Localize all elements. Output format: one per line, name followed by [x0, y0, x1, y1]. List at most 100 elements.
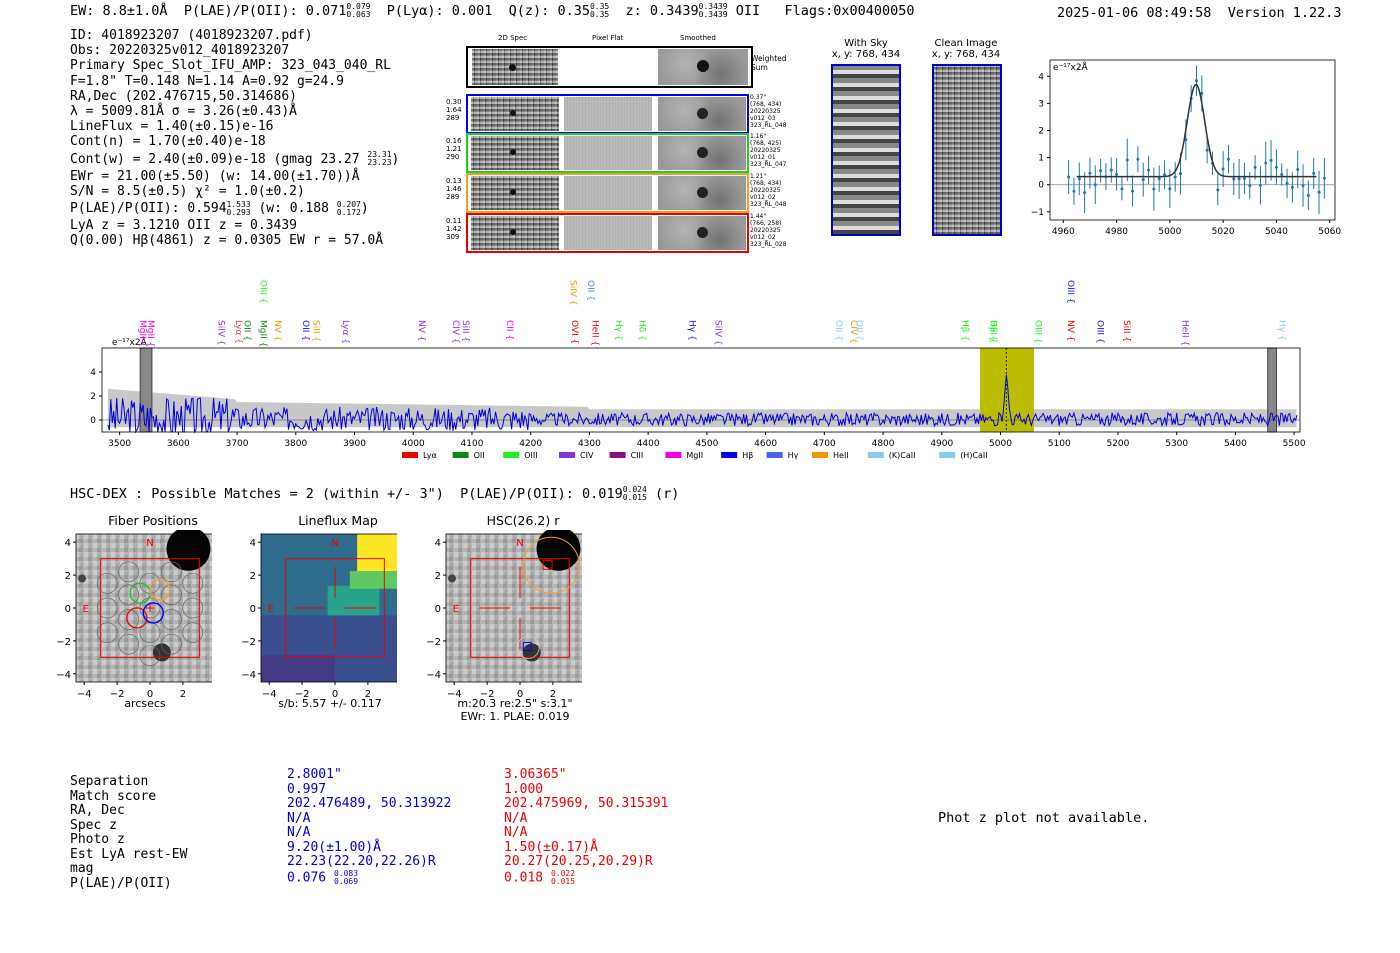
- cutout-spec-blob-2: [510, 189, 516, 195]
- fiber-red: [126, 607, 148, 629]
- map-title-1: Lineflux Map: [298, 513, 378, 528]
- cutout-r3-3: 20220325: [750, 227, 781, 234]
- info-plae-w: (w: 0.188: [258, 201, 329, 217]
- cutout-smooth-blob-2: [697, 187, 708, 198]
- spec-xtick-label: 3600: [167, 439, 190, 449]
- spectral-line-label: Lyα {: [233, 320, 243, 344]
- cutout-row-1: [466, 133, 749, 173]
- cutout-l1-0: 0.30: [446, 98, 462, 106]
- legend-swatch: [812, 452, 828, 458]
- spectrum-axes-frame: [101, 347, 1301, 433]
- spec-xtick-label: 4000: [402, 439, 425, 449]
- search-box: [285, 558, 385, 658]
- zoom-data-point: [1232, 177, 1236, 181]
- match-label-5: Est LyA rest-EW: [70, 846, 188, 862]
- cutout-smooth-blob-1: [697, 147, 708, 158]
- spectral-line-label: Hδ {: [636, 320, 646, 341]
- zoom-data-point: [1141, 178, 1145, 182]
- spec-ylabel: e⁻¹⁷x2Å: [112, 336, 148, 348]
- cutout-2dspec-1: [471, 136, 559, 170]
- match-col2-6: 20.27(20.25,20.29)R: [504, 854, 653, 869]
- match-label-4: Photo z: [70, 832, 125, 847]
- zoom-data-point: [1157, 177, 1161, 181]
- match-col2-2: 202.475969, 50.315391: [504, 796, 669, 811]
- match-ellipse-1: [516, 636, 540, 659]
- map-xlabel-0: arcsecs: [124, 697, 166, 710]
- info-plae-hi: 1.533: [226, 199, 251, 209]
- map-ytick-label: 4: [435, 538, 441, 549]
- match-ellipse-2: [522, 536, 580, 594]
- spectral-line-label: OII {: [854, 320, 864, 341]
- header-qz-hi: 0.35: [589, 2, 610, 11]
- spec-xtick-label: 5400: [1224, 439, 1247, 449]
- info-contw-lo: 23.23: [367, 158, 392, 168]
- map-xtick-label: 2: [550, 689, 556, 700]
- east-label: E: [453, 604, 459, 615]
- cutout-right-labels-1: 1.16" (768, 425) 20220325 v012_01 323_RL_047: [750, 133, 800, 168]
- header-plya: P(Lyα): 0.001: [386, 3, 493, 19]
- match-col2-plae-row: 0.018 0.022 0.015: [504, 869, 668, 886]
- cutout-r4-1: v012_01: [750, 154, 776, 161]
- photz-note: Phot z plot not available.: [938, 810, 1150, 826]
- legend-label: (H)CaII: [960, 451, 987, 460]
- spectral-line-label: NV {: [272, 320, 282, 341]
- cutout-row-2: [466, 173, 749, 213]
- match-col1-plae-range: 0.083 0.069: [334, 869, 358, 886]
- legend-swatch: [665, 452, 682, 458]
- spectral-line-label: OIII {: [1094, 320, 1104, 344]
- cutout-r2-2: (768, 434): [750, 180, 782, 187]
- info-q: Q(0.00) Hβ(4861) z = 0.0305 EW r = 57.0Å: [70, 233, 384, 249]
- info-contw: Cont(w) = 2.40(±0.09)e-18 (gmag 23.27: [70, 151, 360, 167]
- match-col1-5: 9.20(±1.00)Å: [287, 839, 381, 855]
- zoom-line-fit-plot: 4 3 2 1 0 −1 4960 4980 5000 5020 5040 5060 e⁻¹⁷x2Å: [1031, 59, 1341, 235]
- legend-label: CIII: [631, 451, 644, 460]
- zoom-xtick-label: 4960: [1052, 227, 1075, 235]
- spectral-line-label: HeII {: [589, 320, 599, 346]
- spec-xtick-label: 4400: [637, 439, 660, 449]
- info-ewr: EWr = 21.00(±5.50) (w: 14.00(±1.70))Å: [70, 168, 360, 184]
- center-crosshair: [293, 566, 377, 650]
- info-plae-row: P(LAE)/P(OII): 0.5941.533 0.293 (w: 0.188…: [70, 199, 369, 217]
- match-col1-6: 22.23(22.20,22.26)R: [287, 854, 436, 869]
- cutout-l1-2: 0.13: [446, 177, 462, 185]
- map-xlabel-1: s/b: 5.57 +/- 0.117: [278, 697, 382, 710]
- zoom-axes-frame: [1049, 59, 1336, 221]
- zoom-data-point: [1168, 187, 1172, 191]
- search-box: [470, 558, 570, 658]
- fiber-circle: [96, 572, 118, 594]
- legend-label: MgII: [686, 451, 703, 460]
- with-sky-image: [831, 64, 901, 236]
- match-col2-plae-lo: 0.015: [550, 876, 576, 886]
- zoom-data-point: [1194, 79, 1198, 83]
- header-z-line: OII: [735, 3, 761, 19]
- clean-xy: x, y: 768, 434: [931, 49, 1001, 60]
- zoom-data-point: [1290, 185, 1294, 189]
- map-xtick-label: 0: [147, 689, 153, 700]
- info-plae-w-lo: 0.172: [336, 207, 361, 217]
- map-xtick-label: −4: [447, 689, 462, 700]
- info-contw-row: Cont(w) = 2.40(±0.09)e-18 (gmag 23.27 23…: [70, 150, 400, 168]
- map-ytick-label: 2: [65, 571, 71, 582]
- info-contn: Cont(n) = 1.70(±0.40)e-18: [70, 134, 266, 150]
- spec-ytick-label: 4: [90, 368, 96, 378]
- spectral-line-label: OIII {: [1065, 280, 1075, 304]
- cutout-r1-1: 1.16": [750, 133, 767, 140]
- legend-swatch: [402, 452, 418, 458]
- hsc-dex-header: HSC-DEX : Possible Matches = 2 (within +…: [70, 486, 679, 503]
- spectral-line-label: OIII {: [258, 280, 268, 304]
- match-col1-2: 202.476489, 50.313922: [287, 796, 452, 811]
- zoom-data-point: [1296, 168, 1300, 172]
- cutout-pixelflat-3: [564, 216, 652, 250]
- header-plae-lo: 0.063: [346, 10, 371, 19]
- spec-xtick-label: 5200: [1106, 439, 1129, 449]
- info-plae-lo: 0.293: [226, 207, 251, 217]
- match-col1-plae: 0.076: [287, 870, 327, 885]
- with-sky-title: With Sky: [844, 38, 888, 49]
- version: Version 1.22.3: [1227, 5, 1342, 21]
- match-col2-4: N/A: [504, 825, 528, 840]
- header-z-lo: 0.3439: [698, 10, 728, 19]
- zoom-data-point: [1147, 168, 1151, 172]
- zoom-data-point: [1226, 157, 1230, 161]
- fiber-orange: [149, 579, 171, 601]
- zoom-data-point: [1152, 187, 1156, 191]
